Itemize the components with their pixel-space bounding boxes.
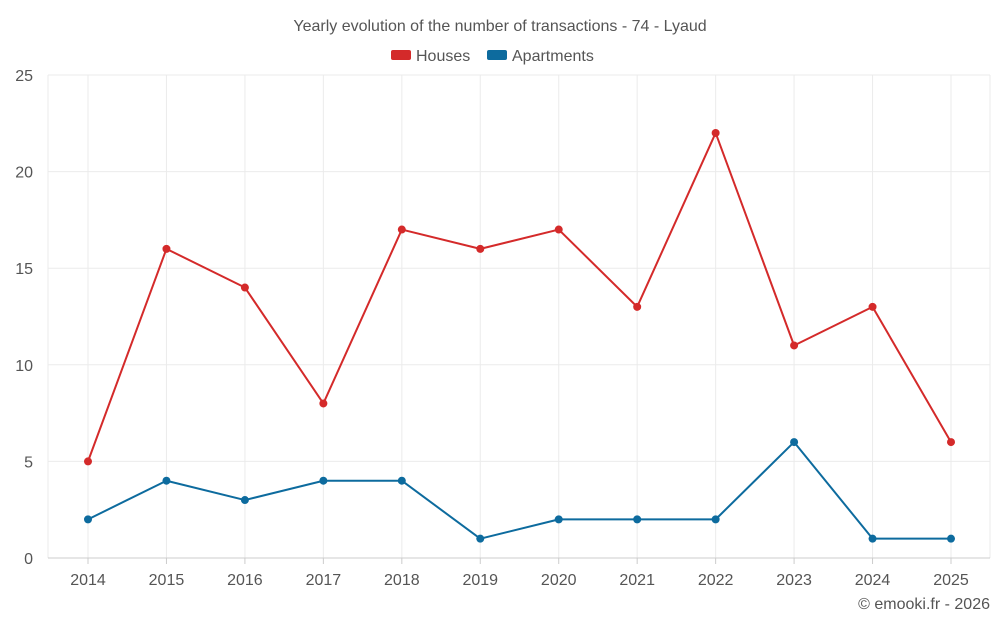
- x-tick-label: 2019: [462, 572, 498, 589]
- series-layer: [84, 128, 955, 543]
- data-point-apartments[interactable]: [240, 496, 249, 505]
- series-houses: [84, 128, 955, 466]
- legend-swatch-apartments: [487, 50, 507, 60]
- x-tick-label: 2021: [619, 572, 655, 589]
- data-point-apartments[interactable]: [790, 438, 799, 447]
- x-tick-label: 2023: [776, 572, 812, 589]
- legend: Houses Apartments: [391, 48, 594, 65]
- series-line-houses: [87, 131, 952, 462]
- x-tick-label: 2024: [855, 572, 891, 589]
- x-tick-label: 2017: [306, 572, 342, 589]
- y-tick-label: 15: [15, 261, 33, 278]
- data-point-houses[interactable]: [711, 128, 720, 137]
- series-line-apartments: [87, 441, 951, 540]
- data-point-houses[interactable]: [554, 225, 563, 234]
- x-tick-label: 2020: [541, 572, 577, 589]
- series-apartments: [84, 438, 955, 543]
- x-tick-label: 2025: [933, 572, 969, 589]
- x-tick-label: 2014: [70, 572, 106, 589]
- data-point-apartments[interactable]: [397, 476, 406, 485]
- data-point-houses[interactable]: [397, 225, 406, 234]
- data-point-apartments[interactable]: [162, 476, 171, 485]
- chart-title: Yearly evolution of the number of transa…: [293, 18, 706, 35]
- y-tick-label: 5: [24, 454, 33, 471]
- y-tick-label: 25: [15, 68, 33, 85]
- credit-text: © emooki.fr - 2026: [858, 596, 990, 613]
- data-point-houses[interactable]: [319, 399, 328, 408]
- x-tick-label: 2016: [227, 572, 263, 589]
- legend-label-apartments[interactable]: Apartments: [512, 48, 594, 65]
- x-tick-label: 2018: [384, 572, 420, 589]
- data-point-apartments[interactable]: [554, 515, 563, 524]
- data-point-apartments[interactable]: [319, 476, 328, 485]
- data-point-apartments[interactable]: [868, 534, 877, 543]
- data-point-houses[interactable]: [633, 302, 642, 311]
- legend-swatch-houses: [391, 50, 411, 60]
- data-point-houses[interactable]: [868, 302, 877, 311]
- data-point-apartments[interactable]: [476, 534, 485, 543]
- y-tick-label: 0: [24, 551, 33, 568]
- data-point-apartments[interactable]: [633, 515, 642, 524]
- x-tick-label: 2015: [149, 572, 185, 589]
- data-point-houses[interactable]: [790, 341, 799, 350]
- y-tick-label: 20: [15, 165, 33, 182]
- x-tick-label: 2022: [698, 572, 734, 589]
- data-point-houses[interactable]: [84, 457, 92, 466]
- data-point-houses[interactable]: [162, 244, 171, 253]
- data-point-houses[interactable]: [476, 244, 485, 253]
- data-point-apartments[interactable]: [947, 534, 955, 543]
- data-point-houses[interactable]: [947, 438, 955, 447]
- y-tick-label: 10: [15, 358, 33, 375]
- legend-label-houses[interactable]: Houses: [416, 48, 470, 65]
- data-point-apartments[interactable]: [711, 515, 720, 524]
- data-point-houses[interactable]: [240, 283, 249, 292]
- data-point-apartments[interactable]: [84, 515, 92, 524]
